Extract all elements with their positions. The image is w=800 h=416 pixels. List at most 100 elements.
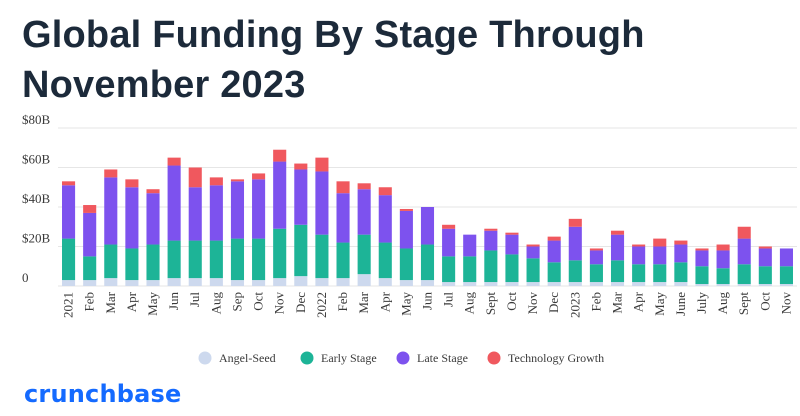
bar-segment [716,250,730,269]
bar-segment [230,179,245,182]
chart-title: Global Funding By Stage Through November… [22,14,645,106]
bar-segment [146,280,160,286]
bar-segment [505,254,519,283]
x-tick-label: Apr [631,291,646,312]
y-tick-label: $40B [22,191,51,206]
bar-segment [146,193,160,245]
x-tick-label: Nov [778,292,793,315]
bar-segment [442,282,456,286]
x-tick-label: Dec [293,292,308,313]
x-tick-label: Oct [251,292,266,311]
bar-segment [505,232,519,235]
bar-segment [758,248,772,267]
bar-segment [209,240,223,279]
x-tick-label: May [652,292,667,316]
legend-label: Early Stage [321,351,377,365]
bar-segment [125,187,139,249]
bar-segment [399,248,413,281]
x-tick-label: Jun [166,292,181,311]
x-tick-label: June [673,292,688,316]
bar-segment [526,282,540,286]
bar-segment [294,169,308,225]
bar-segment [632,282,646,286]
bar-segment [294,224,308,277]
bar-segment [62,238,76,281]
x-tick-label: Sep [229,292,244,312]
bar-segment [695,284,709,286]
x-tick-label: Oct [757,292,772,311]
x-tick-label: Apr [124,291,139,312]
bar-segment [484,250,498,283]
legend-swatch [300,351,314,365]
bar-segment [209,278,223,286]
bar-segment [336,242,350,279]
bar-segment [399,208,413,211]
x-tick-label: 2022 [314,292,329,318]
bar-segment [104,278,118,286]
bar-segment [420,207,435,245]
bar-segment [674,282,688,286]
y-tick-label: $60B [22,152,51,167]
bar-segment [568,282,582,286]
bar-segment [653,238,667,247]
bar-segment [315,171,329,235]
bar-segment [230,280,245,286]
bar-segment [779,248,793,267]
legend-label: Late Stage [417,351,468,365]
bar-segment [188,167,202,188]
bar-segment [209,177,223,186]
bar-segment [547,262,561,283]
bar-segment [758,266,772,285]
bar-segment [610,230,625,235]
bar-segment [252,179,266,239]
bar-segment [188,187,202,241]
bar-segment [188,240,202,279]
bar-segment [167,157,181,166]
legend-swatch [487,351,501,365]
bar-segment [273,228,287,279]
bar-segment [484,228,498,231]
bar-segment [695,248,709,251]
bar-segment [716,244,730,251]
bar-segment [230,181,245,239]
bar-segment [315,157,329,172]
bar-segment [589,282,603,286]
bar-segment [632,244,646,247]
bar-segment [336,278,350,286]
x-tick-label: Mar [103,291,118,313]
bar-segment [463,234,477,257]
bar-segment [779,266,793,285]
bar-segment [252,280,266,286]
bar-segment [62,181,76,186]
bar-segment [547,240,561,263]
legend-label: Angel-Seed [219,351,276,365]
legend-label: Technology Growth [508,351,604,365]
x-tick-label: Feb [588,292,603,312]
bar-segment [758,246,772,249]
bar-segment [420,244,435,281]
bar-segment [357,189,371,235]
bar-segment [610,282,625,286]
bar-segment [505,282,519,286]
bar-segment [146,244,160,281]
y-tick-label: $80B [22,112,51,127]
bar-segment [779,284,793,286]
bar-segment [589,248,603,251]
bar-segment [167,278,181,286]
bar-segment [463,282,477,286]
bar-segment [83,280,97,286]
bar-segment [294,163,308,170]
bar-segment [695,250,709,267]
bar-segment [737,284,751,286]
bar-segment [83,212,97,257]
bar-segment [273,161,287,229]
bar-segment [463,256,477,283]
x-tick-label: Nov [525,292,540,315]
bar-segment [442,228,456,257]
y-tick-label: $20B [22,231,51,246]
bar-segment [62,185,76,239]
bar-segment [653,282,667,286]
bar-segment [83,256,97,281]
bar-segment [357,274,371,286]
bar-segment [315,234,329,279]
